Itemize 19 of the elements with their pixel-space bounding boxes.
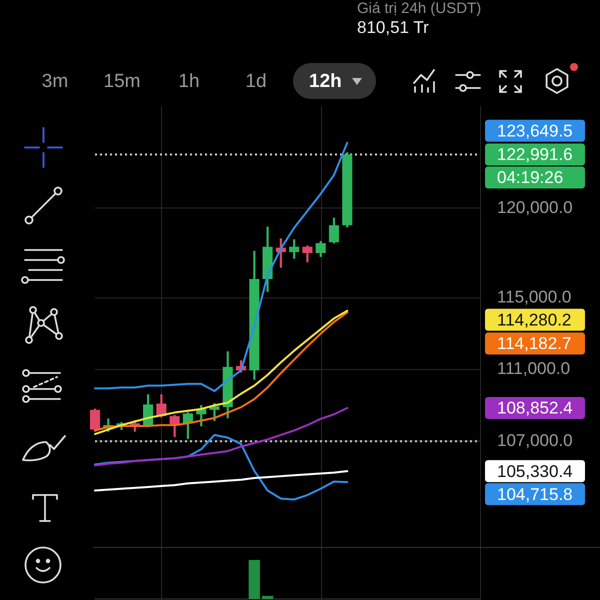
y-tick-label: 111,000.0 — [497, 359, 570, 378]
text: 810,51 Tr — [357, 18, 429, 38]
text: 04:19:26 — [497, 168, 564, 188]
y-tick-label: 107,000.0 — [497, 430, 573, 450]
text: 1d — [244, 70, 268, 93]
text: 1h — [177, 70, 201, 93]
text: 15m — [102, 70, 142, 93]
text: 114,182.7 — [497, 334, 572, 354]
text: 104,715.8 — [497, 484, 573, 504]
text: 105,330.4 — [497, 462, 573, 481]
text: 108,852.4 — [497, 398, 573, 418]
text: 114,280.2 — [497, 310, 572, 330]
text: Giá trị 24h (USDT) — [357, 0, 482, 18]
y-tick-label: 120,000.0 — [497, 198, 573, 217]
y-tick-label: 115,000.0 — [497, 288, 572, 307]
text: 3m — [40, 70, 70, 93]
ref-line-label: 122,991.6 — [497, 145, 573, 164]
tab-pill: 12h — [293, 63, 376, 99]
text: 123,649.5 — [497, 121, 573, 140]
